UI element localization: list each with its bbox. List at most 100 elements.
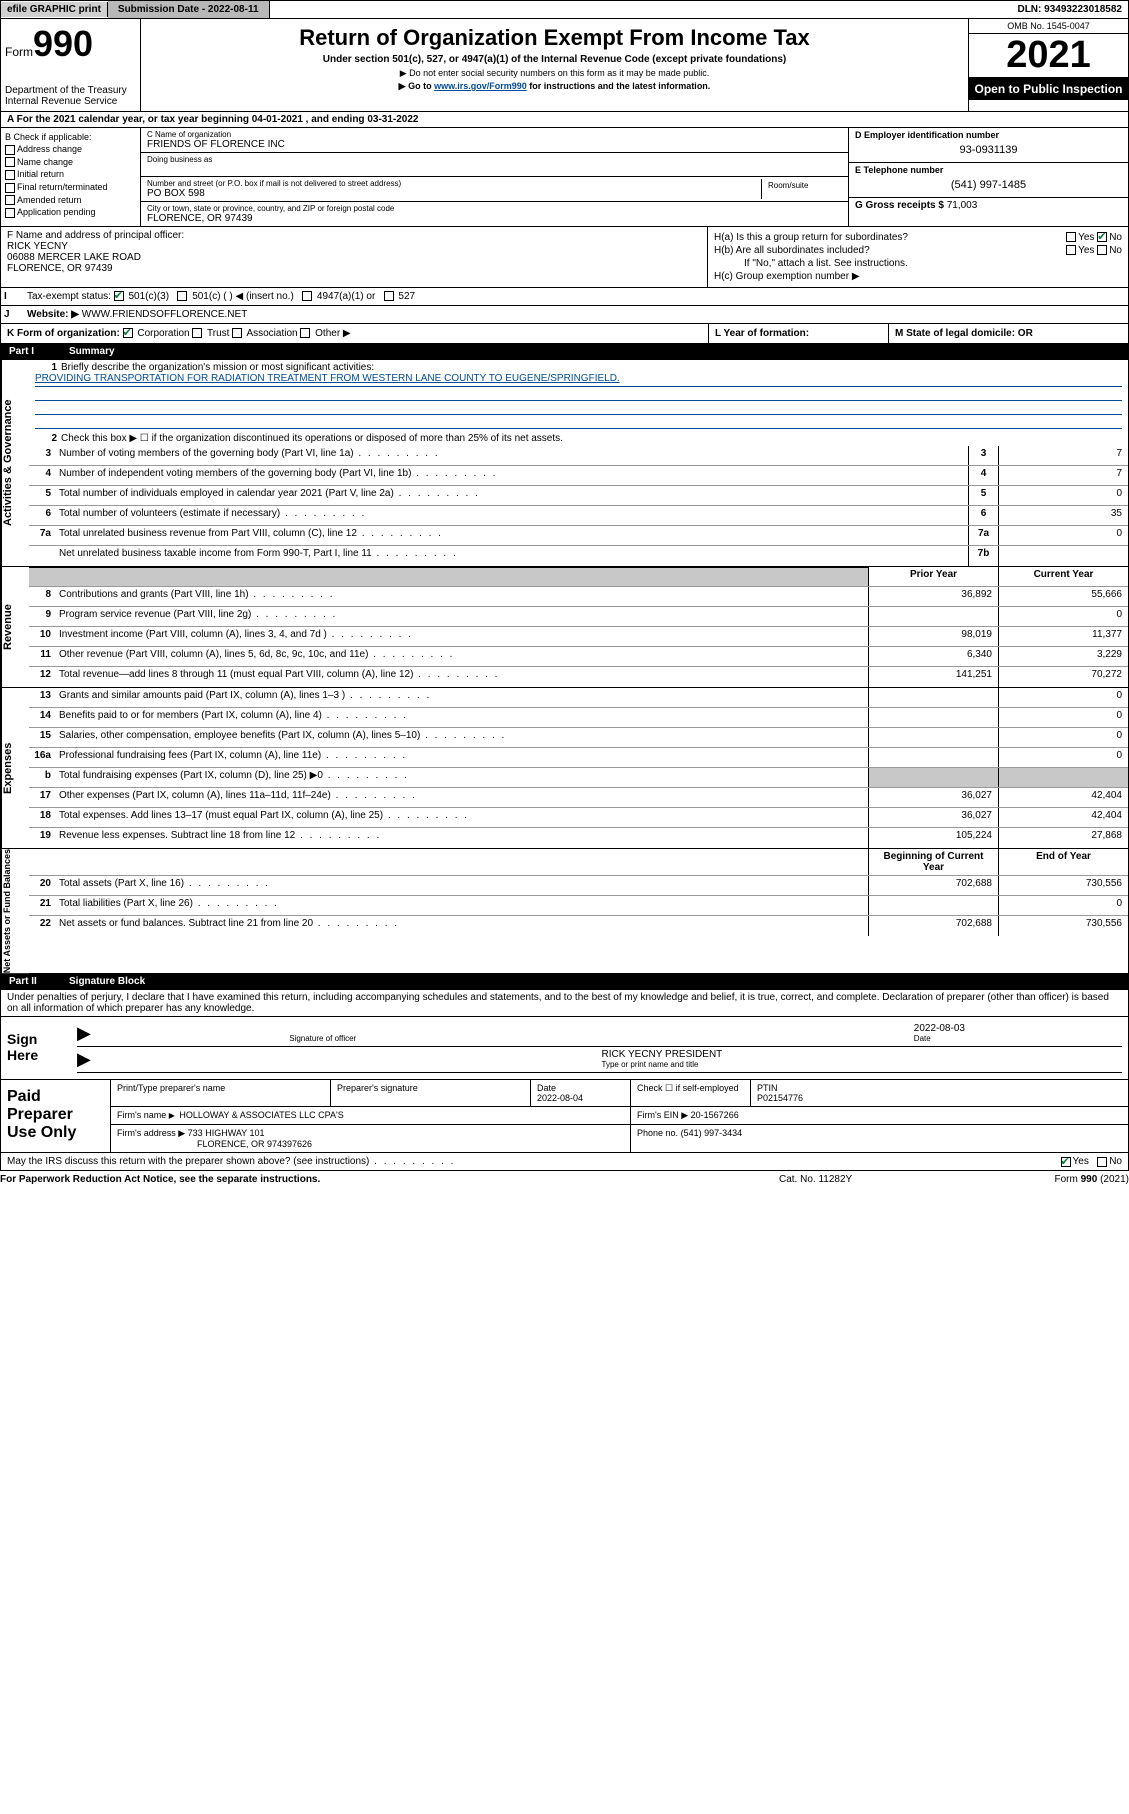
header-right: OMB No. 1545-0047 2021 Open to Public In… (968, 19, 1128, 111)
footer-discuss: May the IRS discuss this return with the… (0, 1153, 1129, 1171)
header-left: Form990 Department of the Treasury Inter… (1, 19, 141, 111)
gov-row: 7a Total unrelated business revenue from… (29, 526, 1128, 546)
opt-final-return[interactable]: Final return/terminated (5, 182, 136, 193)
data-row: 12 Total revenue—add lines 8 through 11 … (29, 667, 1128, 687)
hdr-beg: Beginning of Current Year (868, 849, 998, 875)
i-label: I (1, 288, 21, 305)
cat-no: Cat. No. 11282Y (779, 1174, 979, 1185)
data-row: 9 Program service revenue (Part VIII, li… (29, 607, 1128, 627)
sig-declaration: Under penalties of perjury, I declare th… (0, 990, 1129, 1017)
sign-label: Sign Here (1, 1017, 71, 1079)
gov-row: Net unrelated business taxable income fr… (29, 546, 1128, 566)
hdr-prior: Prior Year (868, 567, 998, 586)
opt-app-pending[interactable]: Application pending (5, 207, 136, 218)
form-header: Form990 Department of the Treasury Inter… (0, 19, 1129, 112)
form-ref: Form 990 (2021) (979, 1174, 1129, 1185)
chk-527[interactable] (384, 291, 394, 301)
paid-r2: Firm's name HOLLOWAY & ASSOCIATES LLC CP… (111, 1107, 1128, 1125)
officer-name: RICK YECNY (7, 241, 701, 252)
addr-row: Number and street (or P.O. box if mail i… (141, 177, 848, 202)
dln: DLN: 93493223018582 (1011, 2, 1128, 17)
data-row: 10 Investment income (Part VIII, column … (29, 627, 1128, 647)
mission-text: PROVIDING TRANSPORTATION FOR RADIATION T… (35, 373, 1122, 387)
chk-other[interactable] (300, 328, 310, 338)
note2: ▶ Go to www.irs.gov/Form990 for instruct… (145, 81, 964, 92)
side-rev: Revenue (1, 567, 29, 687)
paid-r1: Print/Type preparer's name Preparer's si… (111, 1080, 1128, 1107)
mission-block: 1Briefly describe the organization's mis… (29, 360, 1128, 431)
paid-content: Print/Type preparer's name Preparer's si… (111, 1080, 1128, 1152)
omb: OMB No. 1545-0047 (969, 19, 1128, 34)
opt-initial-return[interactable]: Initial return (5, 169, 136, 180)
open-public: Open to Public Inspection (969, 78, 1128, 100)
gov-row: 6 Total number of volunteers (estimate i… (29, 506, 1128, 526)
phone-row: E Telephone number (541) 997-1485 (849, 163, 1128, 198)
org-name-row: C Name of organization FRIENDS OF FLOREN… (141, 128, 848, 153)
room-suite: Room/suite (762, 179, 842, 199)
side-gov: Activities & Governance (1, 360, 29, 566)
part1-num: Part I (9, 346, 69, 357)
net-hdr: Beginning of Current Year End of Year (29, 849, 1128, 876)
data-row: 13 Grants and similar amounts paid (Part… (29, 688, 1128, 708)
gross-row: G Gross receipts $ 71,003 (849, 198, 1128, 213)
side-net: Net Assets or Fund Balances (1, 849, 29, 973)
block-f: F Name and address of principal officer:… (1, 227, 708, 287)
ein-row: D Employer identification number 93-0931… (849, 128, 1128, 163)
ha: H(a) Is this a group return for subordin… (714, 232, 1122, 243)
k-form-org: K Form of organization: Corporation Trus… (1, 324, 708, 343)
data-row: 22 Net assets or fund balances. Subtract… (29, 916, 1128, 936)
opt-address-change[interactable]: Address change (5, 144, 136, 155)
gov-row: 4 Number of independent voting members o… (29, 466, 1128, 486)
block-fgh: F Name and address of principal officer:… (0, 227, 1129, 288)
bottom-line: For Paperwork Reduction Act Notice, see … (0, 1171, 1129, 1188)
data-row: 19 Revenue less expenses. Subtract line … (29, 828, 1128, 848)
sig-line1: ▶ Signature of officer 2022-08-03Date (77, 1023, 1122, 1047)
part2-num: Part II (9, 976, 69, 987)
opt-name-change[interactable]: Name change (5, 157, 136, 168)
hb-note: If "No," attach a list. See instructions… (714, 258, 1122, 269)
note1: ▶ Do not enter social security numbers o… (145, 68, 964, 79)
rev-block: Revenue Prior Year Current Year 8 Contri… (0, 567, 1129, 688)
part1-title: Summary (69, 346, 115, 357)
col-c: C Name of organization FRIENDS OF FLOREN… (141, 128, 848, 226)
exp-block: Expenses 13 Grants and similar amounts p… (0, 688, 1129, 849)
data-row: 17 Other expenses (Part IX, column (A), … (29, 788, 1128, 808)
data-row: 16a Professional fundraising fees (Part … (29, 748, 1128, 768)
opt-amended[interactable]: Amended return (5, 195, 136, 206)
submission-date-btn[interactable]: Submission Date - 2022-08-11 (108, 1, 270, 18)
data-row: 20 Total assets (Part X, line 16) 702,68… (29, 876, 1128, 896)
paid-label: Paid Preparer Use Only (1, 1080, 111, 1152)
dept-label: Department of the Treasury Internal Reve… (5, 85, 136, 107)
form-title: Return of Organization Exempt From Incom… (145, 25, 964, 51)
net-block: Net Assets or Fund Balances Beginning of… (0, 849, 1129, 974)
col-d: D Employer identification number 93-0931… (848, 128, 1128, 226)
data-row: 8 Contributions and grants (Part VIII, l… (29, 587, 1128, 607)
discuss-yn: Yes No (1061, 1156, 1122, 1167)
chk-trust[interactable] (192, 328, 202, 338)
efile-label: efile GRAPHIC print (1, 2, 108, 17)
chk-501c[interactable] (177, 291, 187, 301)
chk-4947[interactable] (302, 291, 312, 301)
q2: 2Check this box ▶ ☐ if the organization … (29, 431, 1128, 446)
section-a: A For the 2021 calendar year, or tax yea… (0, 112, 1129, 128)
chk-assoc[interactable] (232, 328, 242, 338)
gov-block: Activities & Governance 1Briefly describ… (0, 360, 1129, 567)
data-row: 18 Total expenses. Add lines 13–17 (must… (29, 808, 1128, 828)
block-bcd: B Check if applicable: Address change Na… (0, 128, 1129, 227)
paid-r3: Firm's address ▶ 733 HIGHWAY 101FLORENCE… (111, 1125, 1128, 1152)
irs-link[interactable]: www.irs.gov/Form990 (434, 81, 527, 91)
row-i: I Tax-exempt status: 501(c)(3) 501(c) ( … (0, 288, 1129, 306)
sign-here: Sign Here ▶ Signature of officer 2022-08… (0, 1017, 1129, 1080)
block-h: H(a) Is this a group return for subordin… (708, 227, 1128, 287)
year-formation: L Year of formation: (708, 324, 888, 343)
part2-header: Part II Signature Block (0, 974, 1129, 990)
chk-501c3[interactable] (114, 291, 124, 301)
side-exp: Expenses (1, 688, 29, 848)
chk-corp[interactable] (123, 328, 133, 338)
data-row: 21 Total liabilities (Part X, line 26) 0 (29, 896, 1128, 916)
header-mid: Return of Organization Exempt From Incom… (141, 19, 968, 111)
website: Website: ▶ WWW.FRIENDSOFFLORENCE.NET (21, 306, 1128, 323)
officer-addr1: 06088 MERCER LAKE ROAD (7, 252, 701, 263)
part1-header: Part I Summary (0, 344, 1129, 360)
hdr-end: End of Year (998, 849, 1128, 875)
